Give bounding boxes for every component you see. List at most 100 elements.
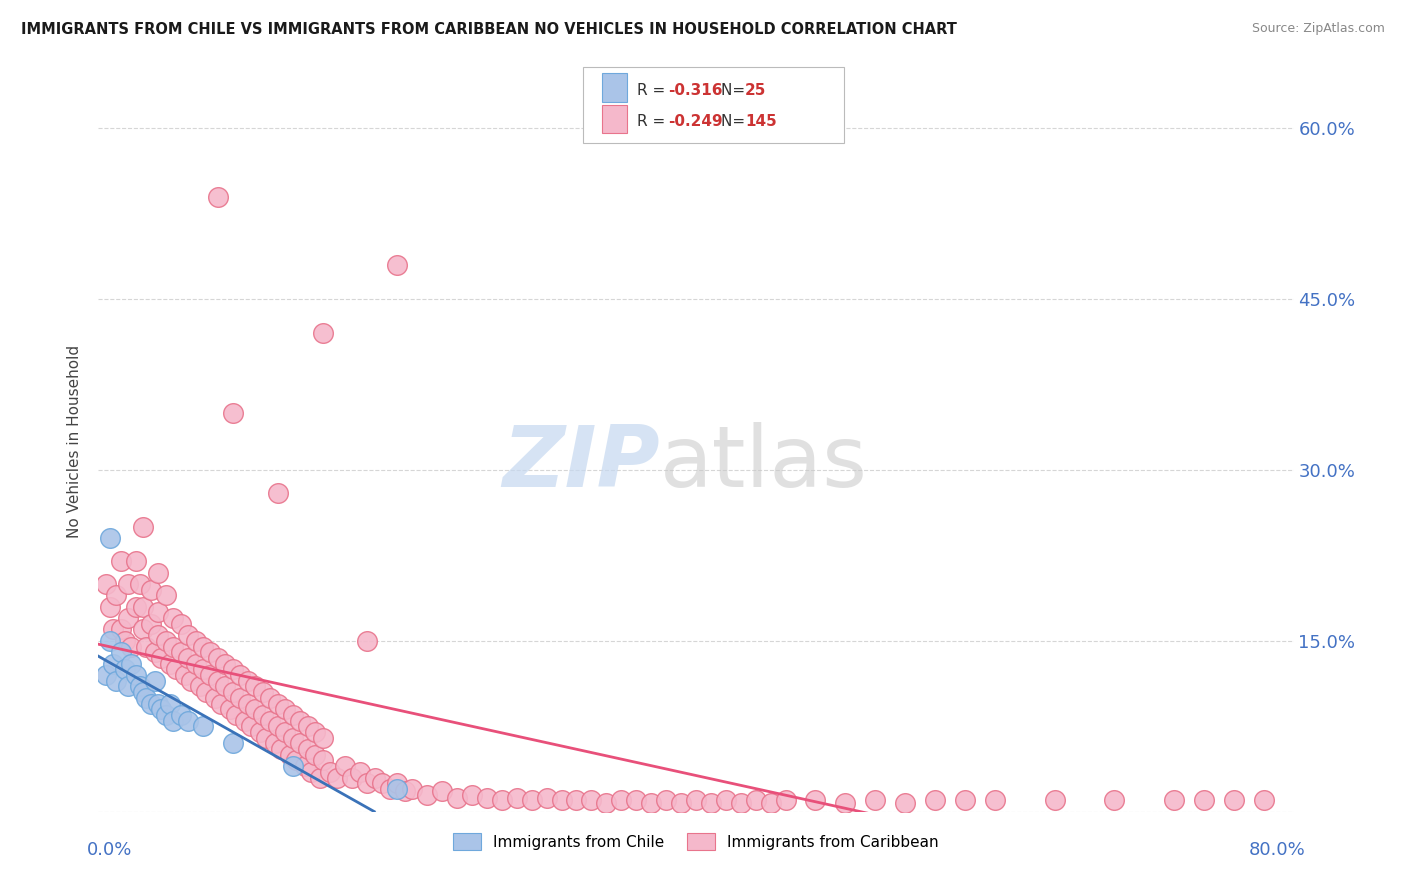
Point — [491, 793, 513, 807]
Point — [610, 793, 633, 807]
Point — [155, 707, 177, 722]
Point — [288, 714, 311, 728]
Point — [129, 577, 152, 591]
Point — [655, 793, 678, 807]
Point — [150, 702, 173, 716]
Point — [274, 702, 297, 716]
Point — [284, 754, 307, 768]
Point — [259, 714, 281, 728]
Point — [200, 645, 222, 659]
Point — [924, 793, 946, 807]
Point — [714, 793, 737, 807]
Point — [274, 725, 297, 739]
Point — [640, 796, 662, 810]
Point — [195, 685, 218, 699]
Point — [204, 690, 226, 705]
Point — [132, 599, 155, 614]
Point — [506, 791, 529, 805]
Point — [233, 714, 256, 728]
Point — [239, 719, 262, 733]
Point — [319, 764, 342, 779]
Point — [117, 680, 139, 694]
Text: N=: N= — [721, 114, 751, 129]
Point — [297, 742, 319, 756]
Point — [191, 719, 214, 733]
Point — [229, 668, 252, 682]
Point — [180, 673, 202, 688]
Point — [125, 599, 148, 614]
Point — [730, 796, 752, 810]
Point — [278, 747, 301, 762]
Point — [162, 714, 184, 728]
Point — [105, 588, 128, 602]
Point — [148, 628, 170, 642]
Point — [311, 731, 333, 745]
Point — [1104, 793, 1126, 807]
Point — [135, 690, 157, 705]
Point — [267, 697, 290, 711]
Point — [281, 707, 304, 722]
Point — [364, 771, 387, 785]
Point — [174, 668, 197, 682]
Text: 25: 25 — [745, 83, 766, 97]
Point — [288, 736, 311, 750]
Point — [191, 640, 214, 654]
Point — [132, 520, 155, 534]
Point — [139, 616, 162, 631]
Point — [98, 599, 122, 614]
Point — [148, 566, 170, 580]
Point — [865, 793, 887, 807]
Point — [207, 189, 229, 203]
Point — [103, 657, 125, 671]
Point — [1253, 793, 1275, 807]
Point — [169, 645, 191, 659]
Point — [184, 633, 207, 648]
Point — [252, 685, 274, 699]
Point — [520, 793, 543, 807]
Point — [94, 577, 117, 591]
Point — [304, 747, 326, 762]
Point — [745, 793, 768, 807]
Text: 145: 145 — [745, 114, 778, 129]
Point — [148, 606, 170, 620]
Point — [984, 793, 1007, 807]
Point — [120, 657, 142, 671]
Text: ZIP: ZIP — [502, 422, 661, 505]
Point — [155, 633, 177, 648]
Point — [550, 793, 572, 807]
Point — [385, 258, 409, 272]
Point — [299, 764, 322, 779]
Point — [207, 651, 229, 665]
Point — [125, 668, 148, 682]
Point — [446, 791, 468, 805]
Point — [349, 764, 371, 779]
Point — [165, 662, 187, 676]
Text: IMMIGRANTS FROM CHILE VS IMMIGRANTS FROM CARIBBEAN NO VEHICLES IN HOUSEHOLD CORR: IMMIGRANTS FROM CHILE VS IMMIGRANTS FROM… — [21, 22, 957, 37]
Point — [169, 616, 191, 631]
Point — [200, 668, 222, 682]
Point — [581, 793, 603, 807]
Point — [385, 776, 409, 790]
Point — [214, 657, 236, 671]
Text: R =: R = — [637, 83, 671, 97]
Point — [110, 554, 132, 568]
Point — [249, 725, 271, 739]
Point — [326, 771, 349, 785]
Point — [229, 690, 252, 705]
Point — [219, 702, 242, 716]
Point — [98, 633, 122, 648]
Point — [114, 633, 136, 648]
Point — [222, 662, 245, 676]
Point — [281, 759, 304, 773]
Point — [177, 714, 200, 728]
Text: 80.0%: 80.0% — [1249, 841, 1306, 859]
Point — [222, 736, 245, 750]
Point — [207, 673, 229, 688]
Text: 0.0%: 0.0% — [87, 841, 132, 859]
Point — [236, 673, 259, 688]
Point — [1163, 793, 1185, 807]
Point — [416, 788, 439, 802]
Point — [308, 771, 330, 785]
Point — [259, 690, 281, 705]
Point — [626, 793, 648, 807]
